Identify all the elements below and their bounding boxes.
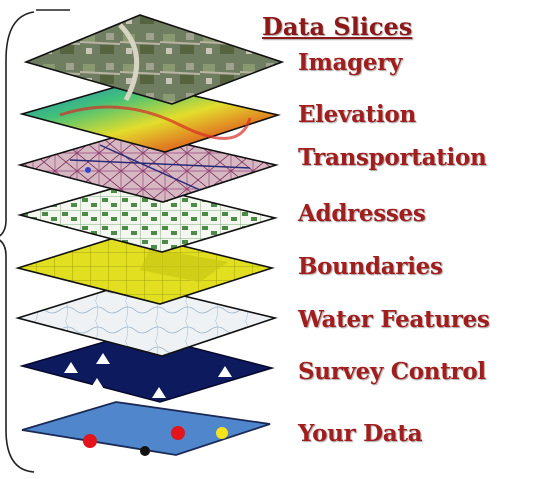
your-data-point-yellow [216,427,228,439]
label-addresses: Addresses [298,200,426,227]
water-features-layer [15,282,278,357]
survey-point-4 [152,387,166,398]
label-water-features: Water Features [298,306,490,333]
your-data-layer [21,401,271,456]
imagery-layer [23,14,285,105]
addresses-layer [16,182,279,253]
left-bracket [0,11,35,473]
label-survey-control: Survey Control [298,358,486,385]
label-transportation: Transportation [298,144,487,171]
your-data-point-red-2 [171,426,185,440]
elevation-layer [19,81,281,153]
diagram-title: Data Slices [262,12,413,41]
label-imagery: Imagery [298,49,403,76]
transportation-layer [16,131,279,203]
your-data-point-black [140,446,150,456]
survey-point-1 [64,362,78,373]
survey-point-3 [90,378,104,389]
survey-point-2 [96,353,110,364]
your-data-point-red-1 [83,434,97,448]
label-boundaries: Boundaries [298,253,443,280]
boundaries-layer [15,232,275,305]
survey-control-layer [19,332,275,403]
label-your-data: Your Data [298,420,423,447]
label-elevation: Elevation [298,101,416,128]
survey-point-5 [218,366,232,377]
